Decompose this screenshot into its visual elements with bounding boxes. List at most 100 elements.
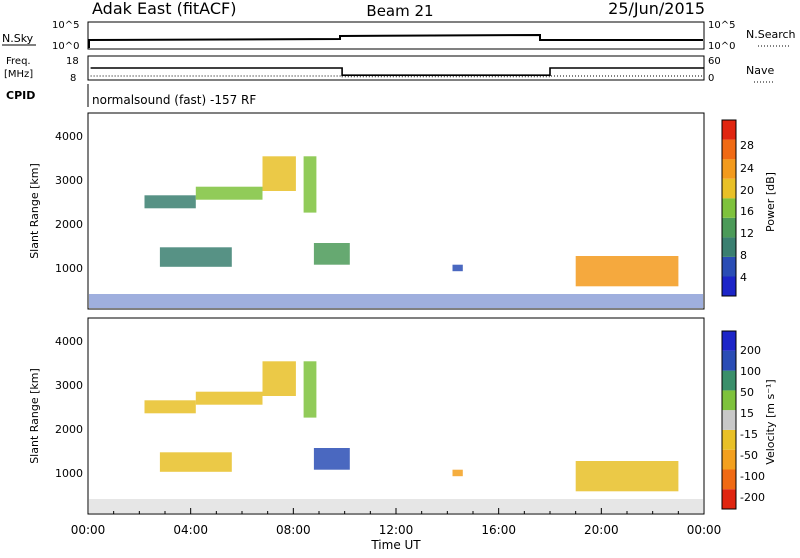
velocity-colorbar (721, 330, 737, 510)
freq-tick-low: 8 (70, 73, 76, 84)
velocity-colorbar-swatch (722, 469, 736, 490)
velocity-colorbar-swatch (722, 410, 736, 430)
velocity-echoes (89, 361, 703, 513)
velocity-colorbar-label: Velocity [m s⁻¹] (764, 379, 777, 464)
velocity-colorbar-swatch (722, 429, 736, 450)
power-colorbar-swatch (722, 237, 736, 257)
ground-scatter-band (89, 294, 703, 308)
velocity-colorbar-border (721, 330, 737, 510)
xtick-label-4: 16:00 (481, 523, 516, 537)
velocity-ytick-4000: 4000 (55, 335, 83, 348)
echo-region (313, 243, 350, 265)
echo-region (195, 186, 263, 200)
date-title: 25/Jun/2015 (608, 0, 705, 18)
velocity-ylabel: Slant Range [km] (28, 368, 41, 464)
xaxis-label: Time UT (370, 538, 421, 552)
power-colorbar-swatch (722, 120, 736, 140)
x-tick-marks (87, 508, 705, 514)
beam-title: Beam 21 (366, 2, 433, 20)
power-ytick-2000: 2000 (55, 218, 83, 231)
velocity-colorbar-swatch (722, 449, 736, 470)
echo-region (144, 195, 196, 209)
power-colorbar-swatch (722, 217, 736, 238)
xtick-label-6: 00:00 (687, 523, 722, 537)
echo-region (303, 361, 317, 418)
xtick-label-3: 12:00 (379, 523, 414, 537)
vel-cb-tick-15: 15 (740, 407, 754, 420)
vel-cb-tick-200: 200 (740, 344, 761, 357)
noise-panel-frame (87, 21, 705, 50)
power-cb-tick-16: 16 (740, 205, 754, 218)
power-colorbar-swatch (722, 159, 736, 179)
vel-cb-tick-neg50: -50 (740, 449, 758, 462)
vel-cb-tick-neg15: -15 (740, 428, 758, 441)
velocity-ytick-1000: 1000 (55, 467, 83, 480)
cpid-label: CPID (6, 89, 35, 102)
velocity-colorbar-swatch (722, 390, 736, 411)
velocity-ytick-3000: 3000 (55, 379, 83, 392)
velocity-colorbar-swatch (722, 350, 736, 371)
power-ylabel: Slant Range [km] (28, 163, 41, 259)
power-colorbar-label: Power [dB] (764, 172, 777, 232)
power-ytick-4000: 4000 (55, 130, 83, 143)
freq-label: Freq. (6, 56, 31, 67)
echo-region (262, 361, 296, 396)
echo-region (452, 469, 463, 477)
echo-region (144, 400, 196, 414)
velocity-colorbar-swatch (722, 370, 736, 391)
power-colorbar-swatch (722, 256, 736, 277)
power-cb-tick-4: 4 (740, 271, 747, 284)
velocity-ytick-2000: 2000 (55, 423, 83, 436)
freq-tick-high: 18 (66, 56, 79, 67)
vel-cb-tick-neg200: -200 (740, 491, 765, 504)
echo-region (575, 256, 679, 287)
power-echoes (89, 156, 703, 308)
echo-region (262, 156, 296, 191)
noise-right-label: N.Search (746, 28, 796, 41)
radar-title: Adak East (fitACF) (92, 0, 236, 18)
nave-tick-low: 0 (708, 73, 714, 84)
power-colorbar (721, 119, 737, 297)
power-cb-tick-20: 20 (740, 184, 754, 197)
noise-tick-high: 10^5 (52, 20, 79, 31)
xtick-label-1: 04:00 (173, 523, 208, 537)
noise-left-label: N.Sky (2, 32, 34, 45)
vel-cb-tick-50: 50 (740, 386, 754, 399)
noise-tick-low: 10^0 (52, 41, 79, 52)
noise-right-tick-low: 10^0 (708, 41, 735, 52)
freq-unit: [MHz] (4, 69, 33, 80)
echo-region (575, 461, 679, 492)
noise-trace (88, 33, 703, 48)
nave-tick-high: 60 (708, 56, 721, 67)
echo-region (159, 452, 232, 472)
power-colorbar-swatch (722, 178, 736, 199)
echo-region (195, 391, 263, 405)
velocity-colorbar-swatch (722, 331, 736, 351)
ground-scatter-band (89, 499, 703, 513)
echo-region (313, 448, 350, 470)
echo-region (303, 156, 317, 213)
noise-right-tick-high: 10^5 (708, 20, 735, 31)
nave-line (90, 75, 704, 78)
echo-region (159, 247, 232, 267)
power-cb-tick-28: 28 (740, 139, 754, 152)
xtick-label-2: 08:00 (276, 523, 311, 537)
nave-label: Nave (746, 64, 774, 77)
vel-cb-tick-100: 100 (740, 365, 761, 378)
frequency-line (90, 67, 704, 76)
velocity-colorbar-swatch (722, 489, 736, 509)
vel-cb-tick-neg100: -100 (740, 470, 765, 483)
power-colorbar-swatch (722, 276, 736, 296)
power-cb-tick-12: 12 (740, 227, 754, 240)
noise-line (88, 33, 703, 48)
power-ytick-3000: 3000 (55, 174, 83, 187)
cpid-text: normalsound (fast) -157 RF (92, 93, 256, 107)
power-colorbar-border (721, 119, 737, 297)
xtick-label-0: 00:00 (71, 523, 106, 537)
power-ytick-1000: 1000 (55, 262, 83, 275)
power-cb-tick-8: 8 (740, 249, 747, 262)
xtick-label-5: 20:00 (584, 523, 619, 537)
echo-region (452, 264, 463, 272)
